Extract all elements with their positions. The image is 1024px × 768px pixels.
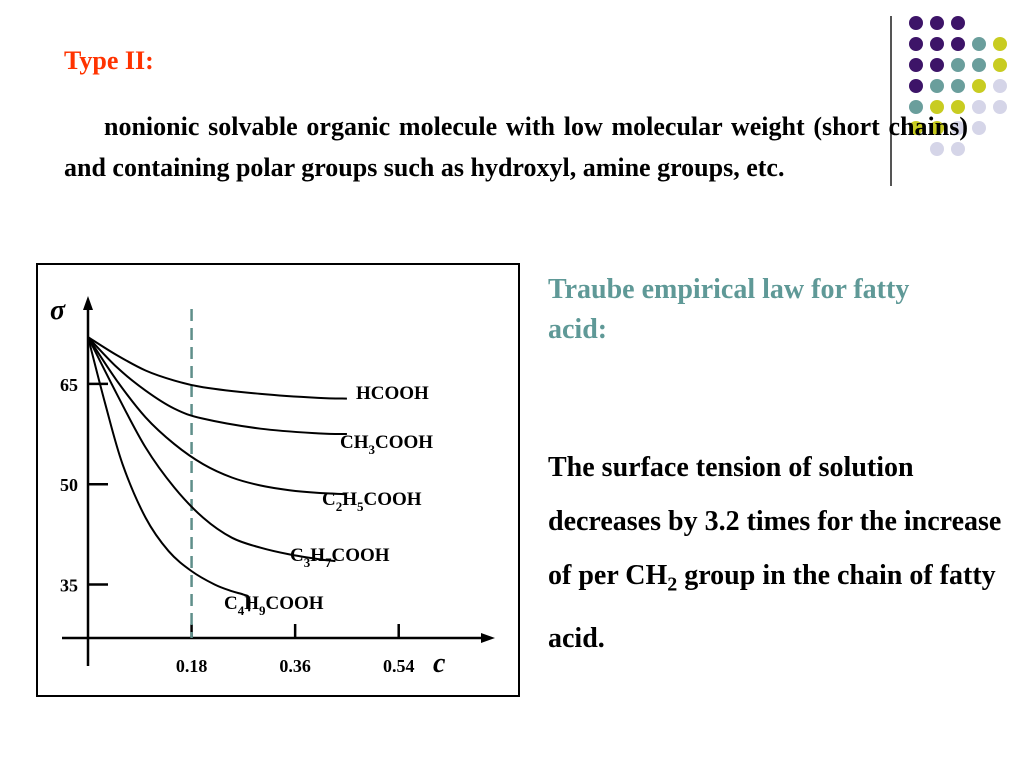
series-line-C3H7COOH bbox=[87, 336, 336, 563]
dot-purple bbox=[930, 58, 944, 72]
dot-teal bbox=[972, 58, 986, 72]
dot-teal bbox=[951, 79, 965, 93]
dot-yellow bbox=[993, 58, 1007, 72]
surface-tension-chart: σ c 35 50 65 0.18 0.36 0.54 HCOOH CH3COOH C2H5COOH… bbox=[50, 295, 495, 679]
dot-lavender bbox=[951, 121, 965, 135]
series-label-C2H5COOH: C2H5COOH bbox=[322, 489, 422, 514]
traube-law-heading: Traube empirical law for fatty acid: bbox=[548, 274, 910, 345]
decorative-dot-grid bbox=[909, 16, 1007, 156]
series-label-CH3COOH: CH3COOH bbox=[340, 432, 433, 457]
dot-yellow bbox=[972, 79, 986, 93]
definition-paragraph: nonionic solvable organic molecule with … bbox=[64, 112, 968, 182]
dot-purple bbox=[930, 16, 944, 30]
statement-part-2: group in the chain of fatty acid. bbox=[548, 560, 996, 654]
series-line-CH3COOH bbox=[87, 336, 347, 436]
series-label-C3H7COOH: C3H7COOH bbox=[290, 545, 390, 570]
dot-lavender bbox=[993, 79, 1007, 93]
y-axis-arrow bbox=[83, 296, 93, 310]
dot-purple bbox=[909, 16, 923, 30]
slide-title: Type II: bbox=[64, 46, 154, 75]
series-label-HCOOH: HCOOH bbox=[356, 383, 429, 404]
dot-teal bbox=[909, 100, 923, 114]
statement-part-1: The surface tension of solution decrease… bbox=[548, 452, 1002, 591]
y-tick-label: 50 bbox=[60, 475, 78, 495]
dot-purple bbox=[909, 58, 923, 72]
dot-teal bbox=[972, 37, 986, 51]
statement-subscript: 2 bbox=[667, 573, 678, 596]
y-axis-label: σ bbox=[50, 295, 66, 326]
series-label-C4H9COOH: C4H9COOH bbox=[224, 593, 324, 618]
dot-yellow bbox=[930, 121, 944, 135]
y-tick-label: 35 bbox=[60, 576, 78, 596]
x-axis-label: c bbox=[433, 648, 446, 679]
dot-yellow bbox=[993, 37, 1007, 51]
chart-frame: σ c 35 50 65 0.18 0.36 0.54 HCOOH CH3COOH C2H5COOH… bbox=[36, 263, 520, 697]
dot-teal bbox=[951, 58, 965, 72]
x-axis-arrow bbox=[481, 633, 495, 643]
dot-purple bbox=[951, 37, 965, 51]
dot-yellow bbox=[951, 100, 965, 114]
traube-law-statement: The surface tension of solution decrease… bbox=[548, 441, 1008, 666]
x-tick-label: 0.54 bbox=[383, 656, 415, 676]
series-line-C4H9COOH bbox=[87, 336, 251, 612]
dot-teal bbox=[930, 79, 944, 93]
dot-purple bbox=[930, 37, 944, 51]
series-line-HCOOH bbox=[87, 336, 347, 400]
dot-yellow bbox=[930, 100, 944, 114]
dot-lavender bbox=[951, 142, 965, 156]
dot-purple bbox=[909, 79, 923, 93]
dot-purple bbox=[909, 37, 923, 51]
dot-lavender bbox=[972, 121, 986, 135]
x-tick-label: 0.36 bbox=[279, 656, 311, 676]
y-tick-label: 65 bbox=[60, 375, 78, 395]
dot-yellow bbox=[909, 121, 923, 135]
dot-lavender bbox=[930, 142, 944, 156]
dot-lavender bbox=[972, 100, 986, 114]
dot-purple bbox=[951, 16, 965, 30]
series-line-C2H5COOH bbox=[87, 336, 347, 496]
dot-lavender bbox=[993, 100, 1007, 114]
x-tick-label: 0.18 bbox=[176, 656, 208, 676]
decorative-divider-line bbox=[890, 16, 892, 186]
